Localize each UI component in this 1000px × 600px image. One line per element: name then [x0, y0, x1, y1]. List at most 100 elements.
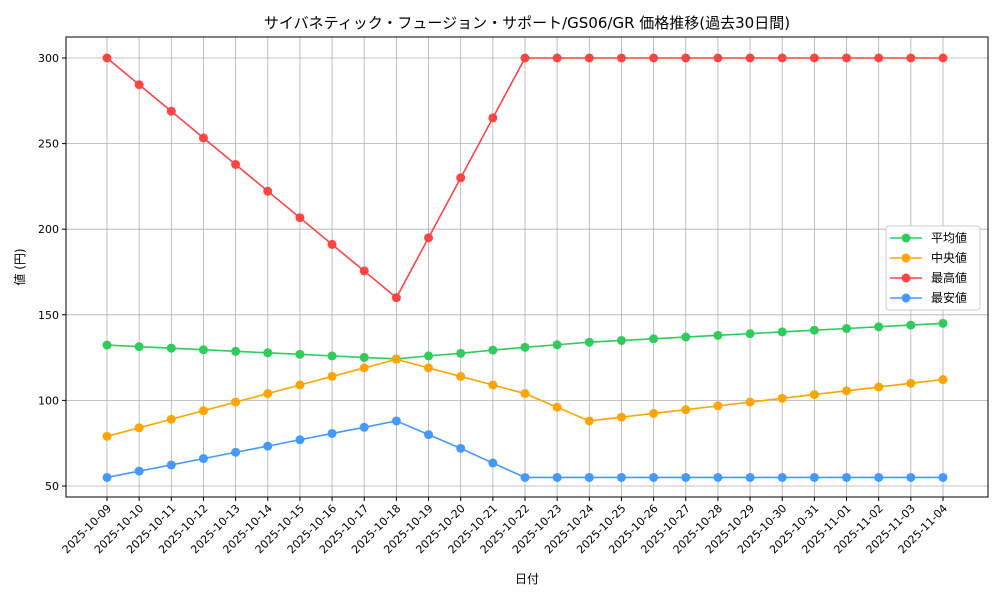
- data-point: [520, 472, 530, 482]
- data-point: [359, 266, 369, 276]
- data-point: [713, 330, 723, 340]
- y-tick-label: 250: [38, 138, 59, 151]
- data-point: [327, 428, 337, 438]
- data-point: [327, 351, 337, 361]
- chart-title: サイバネティック・フュージョン・サポート/GS06/GR 価格推移(過去30日間…: [264, 14, 790, 32]
- data-point: [713, 53, 723, 63]
- data-point: [198, 406, 208, 416]
- data-point: [842, 323, 852, 333]
- data-point: [745, 53, 755, 63]
- data-point: [488, 380, 498, 390]
- data-point: [906, 472, 916, 482]
- data-point: [616, 53, 626, 63]
- data-point: [424, 233, 434, 243]
- x-axis-label: 日付: [515, 572, 539, 586]
- data-point: [231, 346, 241, 356]
- data-point: [231, 159, 241, 169]
- data-point: [938, 318, 948, 328]
- data-point: [938, 472, 948, 482]
- data-point: [424, 430, 434, 440]
- data-point: [263, 441, 273, 451]
- legend-marker: [901, 253, 911, 263]
- series-最高値: [102, 53, 948, 303]
- data-point: [520, 53, 530, 63]
- data-point: [552, 472, 562, 482]
- legend-marker: [901, 293, 911, 303]
- data-point: [938, 375, 948, 385]
- data-point: [842, 472, 852, 482]
- data-point: [809, 325, 819, 335]
- data-point: [359, 352, 369, 362]
- data-point: [616, 335, 626, 345]
- data-point: [745, 397, 755, 407]
- data-point: [681, 405, 691, 415]
- data-point: [391, 416, 401, 426]
- data-point: [552, 402, 562, 412]
- data-point: [681, 53, 691, 63]
- series-中央値: [102, 354, 948, 441]
- data-point: [842, 53, 852, 63]
- data-point: [198, 345, 208, 355]
- data-point: [809, 390, 819, 400]
- data-point: [906, 53, 916, 63]
- data-point: [777, 327, 787, 337]
- data-point: [166, 460, 176, 470]
- data-point: [520, 342, 530, 352]
- data-point: [649, 53, 659, 63]
- grid: [66, 37, 988, 497]
- data-point: [295, 349, 305, 359]
- data-point: [616, 412, 626, 422]
- data-point: [424, 363, 434, 373]
- data-point: [681, 332, 691, 342]
- data-point: [134, 80, 144, 90]
- data-point: [552, 340, 562, 350]
- data-point: [134, 466, 144, 476]
- legend-marker: [901, 233, 911, 243]
- data-point: [488, 458, 498, 468]
- data-point: [231, 397, 241, 407]
- data-point: [263, 389, 273, 399]
- data-point: [456, 371, 466, 381]
- data-point: [102, 53, 112, 63]
- data-point: [263, 348, 273, 358]
- y-tick-label: 50: [45, 480, 59, 493]
- data-point: [649, 472, 659, 482]
- data-point: [488, 113, 498, 123]
- data-point: [295, 380, 305, 390]
- data-point: [842, 386, 852, 396]
- data-point: [777, 53, 787, 63]
- data-point: [681, 472, 691, 482]
- plot-area-frame: [65, 36, 989, 498]
- data-point: [263, 186, 273, 196]
- legend-box: [885, 225, 981, 311]
- data-point: [134, 342, 144, 352]
- data-point: [295, 435, 305, 445]
- x-axis: 2025-10-092025-10-102025-10-112025-10-12…: [60, 497, 950, 556]
- data-point: [584, 416, 594, 426]
- data-point: [359, 422, 369, 432]
- data-point: [584, 337, 594, 347]
- data-point: [166, 343, 176, 353]
- data-point: [359, 363, 369, 373]
- data-point: [809, 53, 819, 63]
- data-point: [231, 447, 241, 457]
- data-point: [906, 378, 916, 388]
- data-point: [874, 53, 884, 63]
- y-axis-label: 値 (円): [12, 248, 27, 285]
- data-point: [745, 472, 755, 482]
- data-point: [745, 329, 755, 339]
- y-axis: 50 100 150 200 250 300: [38, 52, 66, 493]
- series-最安値: [102, 416, 948, 482]
- data-point: [713, 401, 723, 411]
- data-point: [777, 393, 787, 403]
- data-point: [102, 340, 112, 350]
- data-point: [552, 53, 562, 63]
- data-point: [649, 334, 659, 344]
- data-point: [295, 213, 305, 223]
- data-point: [198, 133, 208, 143]
- data-point: [649, 408, 659, 418]
- data-point: [777, 472, 787, 482]
- legend-label: 中央値: [931, 250, 967, 265]
